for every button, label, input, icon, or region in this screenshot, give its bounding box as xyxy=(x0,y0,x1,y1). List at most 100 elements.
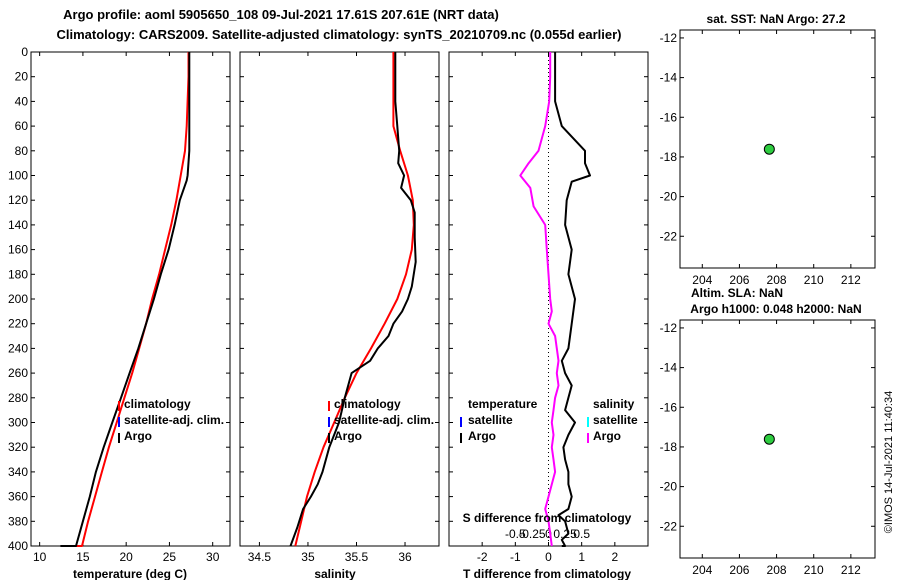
x-tick-label: -2 xyxy=(477,550,488,564)
y-tick-label: 360 xyxy=(8,490,28,504)
x-tick-label: -1 xyxy=(510,550,521,564)
argo-location-marker xyxy=(763,433,775,445)
y-tick-label: 260 xyxy=(8,366,28,380)
difference-axes-box xyxy=(448,51,649,547)
temperature-legend: climatology satellite-adj. clim. Argo xyxy=(118,397,224,443)
temperature-x-ticks: 10 15 20 25 30 xyxy=(33,52,220,564)
salinity-x-label: salinity xyxy=(314,567,356,580)
map-x-tick-label: 210 xyxy=(804,273,824,287)
map-y-tick-label: -18 xyxy=(660,150,678,164)
sst-map-x-ticks: 204 206 208 210 212 xyxy=(692,30,861,287)
map-x-tick-label: 204 xyxy=(692,273,712,287)
temperature-y-ticks: 0 20 40 60 80 100 120 140 160 180 200 220 240 260 280 3… xyxy=(8,45,230,553)
map-y-tick-label: -20 xyxy=(660,190,678,204)
salinity-axes-box xyxy=(239,51,440,547)
map-y-tick-label: -22 xyxy=(660,229,678,243)
map-x-tick-label: 208 xyxy=(767,563,787,577)
legend-argo-label: Argo xyxy=(124,429,152,443)
sst-map-points xyxy=(763,143,775,155)
map-y-tick-label: -16 xyxy=(660,110,678,124)
temperature-axes-box xyxy=(30,51,231,547)
figure-title-line2: Climatology: CARS2009. Satellite-adjuste… xyxy=(57,27,622,42)
argo-location-marker xyxy=(763,143,775,155)
y-tick-label: 0 xyxy=(21,45,28,59)
s-tick-label: -0.25 xyxy=(518,527,546,541)
difference-x-ticks: -2 -1 0 1 2 xyxy=(477,52,618,564)
x-tick-label: 34.5 xyxy=(248,550,272,564)
map-x-tick-label: 210 xyxy=(804,563,824,577)
y-tick-label: 220 xyxy=(8,317,28,331)
s-tick-label: -0.5 xyxy=(505,527,526,541)
legend-satellite-label: satellite-adj. clim. xyxy=(334,413,434,427)
x-tick-label: 35 xyxy=(301,550,315,564)
map-x-tick-label: 204 xyxy=(692,563,712,577)
salinity-panel: 34.5 35 35.5 36 salinity climatology satell… xyxy=(239,51,440,580)
x-tick-label: 15 xyxy=(76,550,90,564)
temperature-panel: 0 20 40 60 80 100 120 140 160 180 200 220 240 260 280 3… xyxy=(8,45,231,580)
legend-climatology-label: climatology xyxy=(334,397,401,411)
y-tick-label: 40 xyxy=(15,94,29,108)
salinity-y-ticks xyxy=(240,51,439,547)
map-y-tick-label: -20 xyxy=(660,480,678,494)
map-y-tick-label: -16 xyxy=(660,400,678,414)
legend-t-satellite-label: satellite xyxy=(468,413,513,427)
legend-s-argo-label: Argo xyxy=(593,429,621,443)
map-y-tick-label: -14 xyxy=(660,71,678,85)
difference-s-axis-label: S difference from climatology xyxy=(463,511,632,525)
salinity-x-ticks: 34.5 35 35.5 36 xyxy=(248,52,412,564)
legend-satellite-label: satellite-adj. clim. xyxy=(124,413,224,427)
y-tick-label: 140 xyxy=(8,218,28,232)
map-x-tick-label: 208 xyxy=(767,273,787,287)
x-tick-label: 10 xyxy=(33,550,47,564)
y-tick-label: 100 xyxy=(8,169,28,183)
sla-map-panel: Argo h1000: 0.048 h2000: NaN -12-14-16-1… xyxy=(660,302,876,577)
x-tick-label: 36 xyxy=(398,550,412,564)
y-tick-label: 300 xyxy=(8,416,28,430)
legend-salinity-title: salinity xyxy=(593,397,635,411)
difference-lines xyxy=(519,52,591,547)
y-tick-label: 240 xyxy=(8,341,28,355)
s-tick-label: 0.25 xyxy=(553,527,577,541)
temperature-lines xyxy=(60,52,191,547)
sla-map-x-ticks: 204 206 208 210 212 xyxy=(692,320,861,577)
map-x-tick-label: 212 xyxy=(841,563,861,577)
y-tick-label: 20 xyxy=(15,70,29,84)
map-y-tick-label: -18 xyxy=(660,440,678,454)
y-tick-label: 320 xyxy=(8,440,28,454)
x-tick-label: 35.5 xyxy=(345,550,369,564)
x-tick-label: 30 xyxy=(206,550,220,564)
map-x-tick-label: 206 xyxy=(729,563,749,577)
legend-climatology-label: climatology xyxy=(124,397,191,411)
s-tick-label: 0.5 xyxy=(573,527,590,541)
imos-timestamp: ©IMOS 14-Jul-2021 11:40:34 xyxy=(883,391,895,533)
y-tick-label: 280 xyxy=(8,391,28,405)
sla-map-points xyxy=(763,433,775,445)
map-x-tick-label: 206 xyxy=(729,273,749,287)
salinity-lines xyxy=(289,52,417,547)
sst-map-title: sat. SST: NaN Argo: 27.2 xyxy=(707,12,846,26)
y-tick-label: 340 xyxy=(8,465,28,479)
y-tick-label: 120 xyxy=(8,193,28,207)
difference-s-ticks: -0.5-0.25 0 0.250.5 xyxy=(505,527,590,541)
salinity-legend: climatology satellite-adj. clim. Argo xyxy=(328,397,434,443)
sla-map-y-ticks: -12 -14 -16 -18 -20 -22 xyxy=(660,321,875,533)
map-y-tick-label: -14 xyxy=(660,361,678,375)
map-y-tick-label: -12 xyxy=(660,31,678,45)
map-y-tick-label: -22 xyxy=(660,519,678,533)
series-line-s-difference-argo xyxy=(519,52,560,547)
difference-panel: -2 -1 0 1 2 -0.5-0.25 0 0.250.5 S difference f… xyxy=(448,51,649,580)
x-tick-label: 1 xyxy=(578,550,585,564)
map-x-tick-label: 212 xyxy=(841,273,861,287)
x-tick-label: 25 xyxy=(163,550,177,564)
y-tick-label: 380 xyxy=(8,514,28,528)
difference-x-label: T difference from climatology xyxy=(463,567,631,580)
temperature-x-label: temperature (deg C) xyxy=(73,567,187,580)
sst-map-panel: sat. SST: NaN Argo: 27.2 -12 -14 -16 -18 -20… xyxy=(660,12,876,300)
x-tick-label: 20 xyxy=(119,550,133,564)
legend-t-argo-label: Argo xyxy=(468,429,496,443)
series-line-argo xyxy=(289,52,417,547)
sla-label: Altim. SLA: NaN xyxy=(691,286,783,300)
difference-y-ticks xyxy=(449,51,648,547)
legend-s-satellite-label: satellite xyxy=(593,413,638,427)
